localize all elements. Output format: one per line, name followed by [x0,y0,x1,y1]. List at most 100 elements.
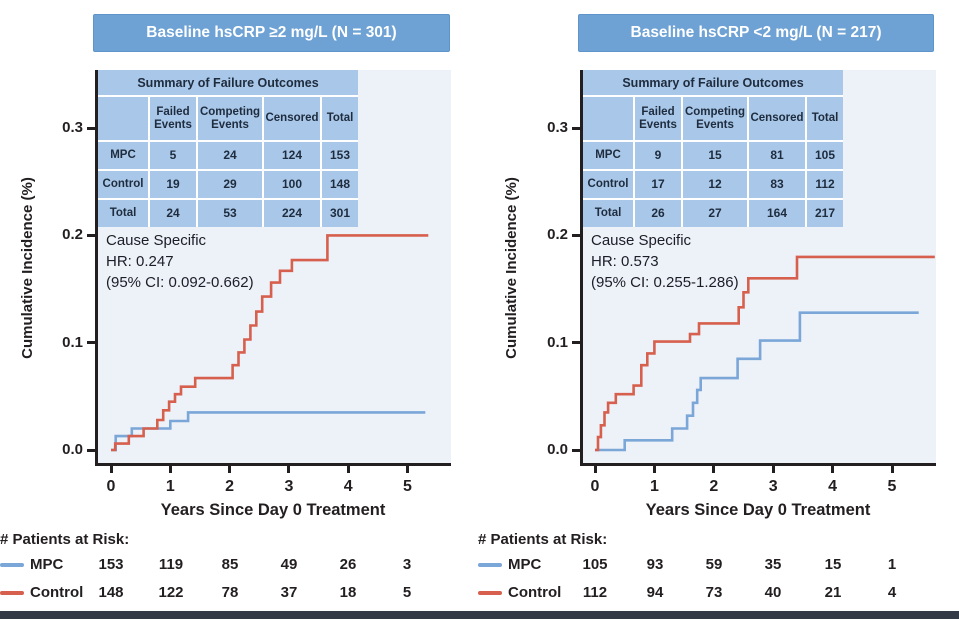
annotation-line: Cause Specific [106,232,207,249]
summary-cell: 5 [150,142,196,169]
at-risk-count: 112 [582,584,608,601]
y-tick-label: 0.1 [62,333,83,351]
annotation-line: HR: 0.573 [591,253,659,270]
y-tick-mark [572,126,580,130]
summary-cell: 19 [150,171,196,198]
annotation-line: (95% CI: 0.255-1.286) [591,274,739,291]
summary-col-header: Failed Events [635,97,681,140]
summary-row-label: Total [98,200,148,227]
summary-col-header: Competing Events [198,97,262,140]
at-risk-count: 122 [158,584,184,601]
at-risk-count: 37 [280,584,298,601]
at-risk-count: 94 [646,584,664,601]
annotation-line: (95% CI: 0.092-0.662) [106,274,254,291]
summary-cell: 15 [683,142,747,169]
at-risk-count: 59 [705,556,723,573]
at-risk-row-label: Control [30,584,84,601]
curve-control [595,255,935,452]
y-tick-label: 0.0 [62,441,83,458]
at-risk-count: 3 [402,556,412,573]
summary-row-label: MPC [583,142,633,169]
at-risk-count: 35 [764,556,782,573]
summary-cell: 112 [807,171,843,198]
y-tick-mark [87,233,95,237]
summary-cell: 53 [198,200,262,227]
plot-area: Summary of Failure Outcomes Failed Events… [95,70,451,466]
at-risk-count: 40 [764,584,782,601]
x-tick-label: 2 [225,478,235,495]
annotation-line: HR: 0.247 [106,253,174,270]
curve-mpc [595,311,919,452]
at-risk-count: 4 [887,584,897,601]
at-risk-count: 26 [339,556,357,573]
summary-table: Summary of Failure Outcomes Failed Events… [583,70,843,227]
at-risk-count: 1 [887,556,897,573]
at-risk-count: 148 [98,584,124,601]
at-risk-title: # Patients at Risk: [0,531,130,548]
y-tick-mark [572,341,580,345]
at-risk-title: # Patients at Risk: [478,531,608,548]
x-tick-mark [168,466,172,473]
y-tick-mark [572,233,580,237]
hr-annotation: Cause Specific HR: 0.247 (95% CI: 0.092-… [106,230,254,293]
summary-row-label: MPC [98,142,148,169]
panel-title-banner: Baseline hsCRP ≥2 mg/L (N = 301) [93,14,450,52]
at-risk-count: 85 [221,556,239,573]
summary-row-label: Control [583,171,633,198]
summary-col-header [583,97,633,140]
y-tick-mark [572,448,580,452]
at-risk-count: 18 [339,584,357,601]
at-risk-count: 73 [705,584,723,601]
summary-col-header: Censored [749,97,805,140]
at-risk-count: 105 [582,556,608,573]
x-tick-mark [890,466,894,473]
summary-table-title: Summary of Failure Outcomes [583,70,843,95]
summary-col-header: Total [322,97,358,140]
summary-cell: 164 [749,200,805,227]
y-tick-label: 0.2 [547,226,568,244]
x-tick-label: 0 [106,478,116,495]
at-risk-row-label: MPC [30,556,64,573]
x-tick-label: 5 [403,478,412,495]
x-tick-mark [109,466,113,473]
summary-row-label: Total [583,200,633,227]
summary-cell: 24 [150,200,196,227]
curve-control [111,234,429,452]
y-tick-mark [87,126,95,130]
y-tick-label: 0.0 [547,441,568,458]
summary-table: Summary of Failure Outcomes Failed Events… [98,70,358,227]
summary-cell: 26 [635,200,681,227]
x-tick-mark [593,466,597,473]
x-tick-label: 1 [649,478,659,495]
x-tick-mark [712,466,716,473]
x-tick-label: 3 [284,478,294,495]
summary-cell: 24 [198,142,262,169]
x-tick-label: 4 [828,478,838,495]
x-tick-label: 2 [709,478,719,495]
panel-title-banner: Baseline hsCRP <2 mg/L (N = 217) [578,14,934,52]
x-tick-label: 3 [768,478,778,495]
x-tick-mark [346,466,350,473]
hr-annotation: Cause Specific HR: 0.573 (95% CI: 0.255-… [591,230,739,293]
x-tick-mark [771,466,775,473]
legend-line-control [0,591,24,595]
x-axis-label: Years Since Day 0 Treatment [645,501,871,519]
summary-cell: 81 [749,142,805,169]
annotation-line: Cause Specific [591,232,692,249]
y-tick-mark [87,341,95,345]
plot-area: Summary of Failure Outcomes Failed Events… [580,70,936,466]
summary-cell: 27 [683,200,747,227]
summary-cell: 100 [264,171,320,198]
x-tick-label: 1 [165,478,175,495]
at-risk-count: 153 [98,556,124,573]
x-tick-mark [652,466,656,473]
at-risk-count: 49 [280,556,298,573]
x-tick-mark [228,466,232,473]
y-axis-label: Cumulative Incidence (%) [503,177,520,359]
figure-bottom-divider [0,611,959,619]
summary-cell: 148 [322,171,358,198]
summary-table-title: Summary of Failure Outcomes [98,70,358,95]
